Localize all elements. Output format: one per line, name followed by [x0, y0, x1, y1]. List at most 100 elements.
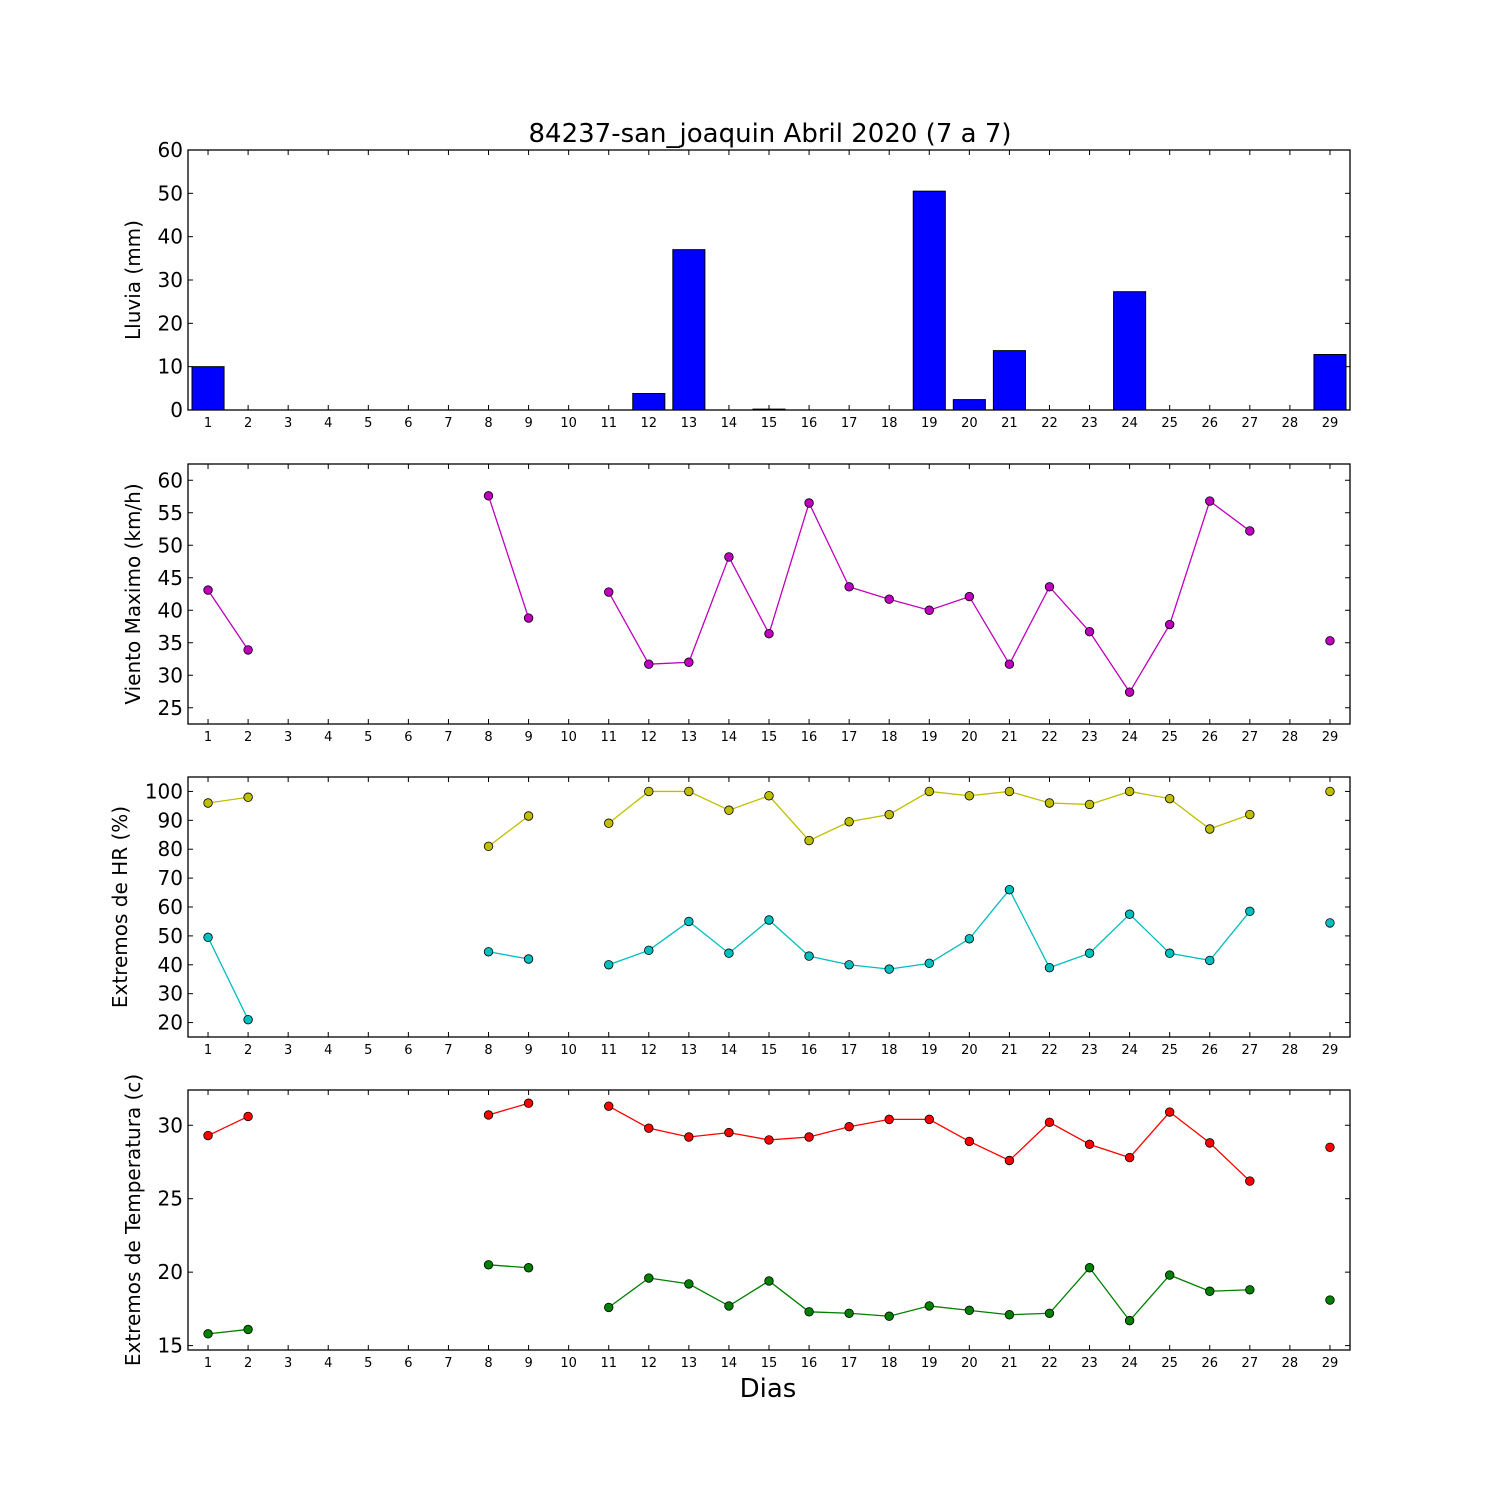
x-tick-label: 17: [841, 730, 858, 745]
x-tick-label: 13: [681, 416, 698, 431]
point-series-1-day-18: [884, 594, 894, 604]
x-tick-label: 15: [761, 1356, 778, 1371]
x-tick-label: 9: [524, 730, 532, 745]
x-tick-label: 14: [721, 1043, 738, 1058]
x-tick-label: 16: [801, 416, 818, 431]
point-series-1-day-17: [844, 817, 854, 827]
x-tick-label: 11: [600, 1043, 617, 1058]
x-tick-label: 26: [1201, 1356, 1218, 1371]
x-tick-label: 27: [1242, 1356, 1259, 1371]
point-series-1-day-15: [764, 1135, 774, 1145]
x-tick-label: 4: [324, 1356, 332, 1371]
x-tick-label: 24: [1121, 730, 1138, 745]
point-series-1-day-2: [243, 792, 253, 802]
x-tick-label: 17: [841, 416, 858, 431]
x-tick-label: 27: [1242, 1043, 1259, 1058]
y-tick-label: 30: [158, 1113, 183, 1137]
x-tick-label: 12: [641, 416, 658, 431]
point-series-1-day-9: [523, 811, 534, 821]
point-series-1-day-16: [804, 1132, 814, 1142]
point-series-2-day-15: [764, 1276, 774, 1286]
point-series-1-day-11: [604, 818, 614, 828]
x-tick-label: 24: [1121, 1356, 1138, 1371]
point-series-1-day-1: [203, 798, 213, 808]
x-tick-label: 3: [284, 730, 292, 745]
x-tick-label: 19: [921, 416, 938, 431]
x-tick-label: 12: [641, 1043, 658, 1058]
point-series-1-day-27: [1245, 1176, 1255, 1186]
y-axis-label: Viento Maximo (km/h): [121, 483, 145, 704]
x-tick-label: 8: [484, 1043, 492, 1058]
y-tick-label: 30: [158, 982, 183, 1006]
x-tick-label: 8: [484, 1356, 492, 1371]
point-series-1-day-21: [1004, 786, 1015, 797]
x-tick-label: 15: [761, 1043, 778, 1058]
series-2-line: [608, 888, 1251, 970]
x-tick-label: 12: [641, 1356, 658, 1371]
point-series-2-day-15: [764, 915, 774, 925]
x-tick-label: 19: [921, 730, 938, 745]
x-tick-label: 18: [881, 1356, 898, 1371]
x-tick-label: 27: [1242, 730, 1259, 745]
x-tick-label: 21: [1001, 730, 1018, 745]
x-tick-label: 13: [681, 730, 698, 745]
point-series-1-day-22: [1044, 798, 1055, 808]
x-tick-label: 20: [961, 730, 978, 745]
point-series-1-day-17: [844, 1122, 854, 1132]
x-tick-label: 10: [560, 416, 577, 431]
point-series-2-day-25: [1164, 1270, 1175, 1280]
point-series-2-day-22: [1044, 1308, 1055, 1318]
y-tick-label: 90: [158, 808, 183, 832]
point-series-2-day-12: [644, 1273, 654, 1283]
point-series-1-day-26: [1205, 1138, 1215, 1148]
point-series-1-day-12: [644, 786, 654, 797]
point-series-1-day-22: [1044, 1117, 1055, 1128]
point-series-1-day-22: [1044, 582, 1055, 592]
y-tick-label: 25: [158, 1187, 183, 1211]
x-tick-label: 9: [524, 1356, 532, 1371]
x-tick-label: 20: [961, 416, 978, 431]
x-tick-label: 22: [1041, 1043, 1058, 1058]
point-series-1-day-12: [644, 659, 654, 669]
x-tick-label: 26: [1201, 730, 1218, 745]
y-tick-label: 0: [170, 398, 183, 422]
x-tick-label: 24: [1121, 1043, 1138, 1058]
x-tick-label: 5: [364, 730, 372, 745]
x-tick-label: 23: [1081, 416, 1098, 431]
x-tick-label: 2: [244, 416, 252, 431]
series-1-line: [487, 495, 530, 619]
point-series-1-day-23: [1084, 1139, 1095, 1150]
point-series-1-day-16: [804, 835, 814, 846]
x-tick-label: 2: [244, 1043, 252, 1058]
point-series-2-day-1: [203, 932, 213, 943]
bar-day-29: [1313, 354, 1347, 411]
x-tick-label: 6: [404, 416, 412, 431]
x-tick-label: 25: [1161, 730, 1178, 745]
series-1-line: [207, 796, 249, 804]
x-tick-label: 10: [560, 730, 577, 745]
point-series-2-day-20: [964, 934, 975, 944]
x-tick-label: 29: [1322, 730, 1339, 745]
x-tick-label: 13: [681, 1356, 698, 1371]
x-tick-label: 4: [324, 1043, 332, 1058]
x-axis-label: Dias: [740, 1374, 797, 1404]
x-tick-label: 3: [284, 416, 292, 431]
point-series-2-day-23: [1084, 948, 1095, 958]
x-tick-label: 23: [1081, 1356, 1098, 1371]
x-tick-label: 21: [1001, 416, 1018, 431]
point-series-1-day-14: [724, 1127, 734, 1138]
x-tick-label: 13: [681, 1043, 698, 1058]
point-series-2-day-19: [924, 1301, 934, 1311]
series-2-line: [488, 1264, 529, 1269]
point-series-1-day-21: [1004, 659, 1015, 669]
point-series-1-day-11: [604, 1101, 614, 1111]
y-tick-label: 45: [158, 566, 183, 590]
point-series-2-day-9: [523, 954, 534, 964]
point-series-2-day-14: [724, 948, 734, 958]
x-tick-label: 22: [1041, 1356, 1058, 1371]
x-tick-label: 1: [204, 416, 212, 431]
series-2-line: [488, 951, 529, 960]
x-tick-label: 8: [484, 730, 492, 745]
